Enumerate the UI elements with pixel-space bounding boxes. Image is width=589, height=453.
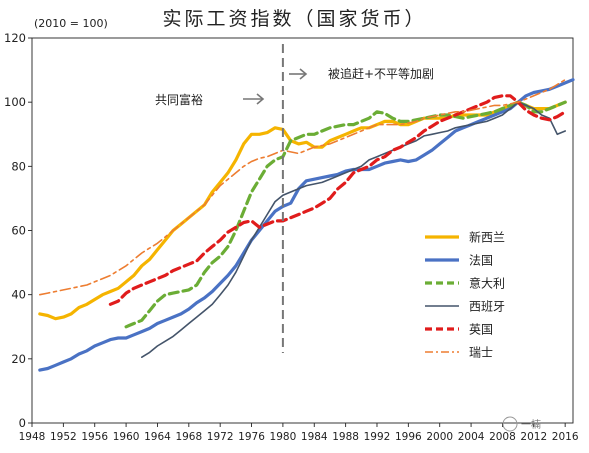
x-tick-label: 2004 (458, 431, 485, 443)
x-tick-label: 1976 (238, 431, 265, 443)
x-tick-label: 1984 (301, 431, 328, 443)
x-tick-label: 2008 (489, 431, 516, 443)
legend-label-5: 瑞士 (469, 346, 493, 360)
series-line-3 (141, 101, 566, 358)
annotation-catch-up-inequality: 被追赶+不平等加剧 (328, 66, 434, 81)
x-tick-label: 1980 (270, 431, 297, 443)
x-axis: 1948 1952 1956 1960 1964 1968 1972 1976 1980 1984… (19, 423, 579, 443)
x-tick-label: 1960 (113, 431, 140, 443)
x-tick-label: 1972 (207, 431, 234, 443)
x-tick-label: 2012 (520, 431, 547, 443)
y-tick-label: 60 (11, 224, 26, 238)
series-line-4 (108, 94, 567, 306)
y-tick-label: 40 (11, 288, 26, 302)
legend-label-1: 法国 (469, 254, 493, 268)
x-tick-label: 1952 (50, 431, 77, 443)
annotations: 共同富裕 被追赶+不平等加剧 (155, 44, 434, 353)
series-lines (38, 78, 575, 372)
y-tick-label: 0 (19, 416, 26, 430)
x-tick-label: 1948 (19, 431, 46, 443)
y-tick-label: 20 (11, 352, 26, 366)
legend-label-2: 意大利 (469, 276, 505, 291)
y-axis-unit-label: (2010 = 100) (34, 17, 108, 30)
y-axis: 0 20 40 60 80 100 120 (4, 31, 32, 430)
x-tick-label: 2016 (552, 431, 579, 443)
arrow-right-icon (289, 68, 308, 80)
legend-label-0: 新西兰 (469, 230, 505, 245)
x-tick-label: 1964 (144, 431, 171, 443)
x-tick-label: 1992 (364, 431, 391, 443)
x-tick-label: 1988 (332, 431, 359, 443)
watermark: 一楠 (502, 416, 541, 432)
series-line-5 (39, 78, 566, 296)
x-tick-label: 1956 (81, 431, 108, 443)
annotation-common-prosperity: 共同富裕 (155, 92, 203, 107)
legend-label-4: 英国 (469, 323, 493, 337)
watermark-text: 一楠 (521, 418, 541, 431)
x-tick-label: 1996 (395, 431, 422, 443)
arrow-left-icon (243, 93, 265, 105)
x-tick-label: 2000 (426, 431, 453, 443)
legend-label-3: 西班牙 (469, 300, 505, 314)
x-tick-label: 1968 (175, 431, 202, 443)
y-tick-label: 120 (4, 31, 26, 45)
y-tick-label: 100 (4, 95, 26, 109)
series-line-1 (38, 78, 575, 372)
y-tick-label: 80 (11, 159, 26, 173)
chart-title: 实际工资指数（国家货币） (162, 8, 427, 30)
series-line-2 (124, 100, 567, 329)
